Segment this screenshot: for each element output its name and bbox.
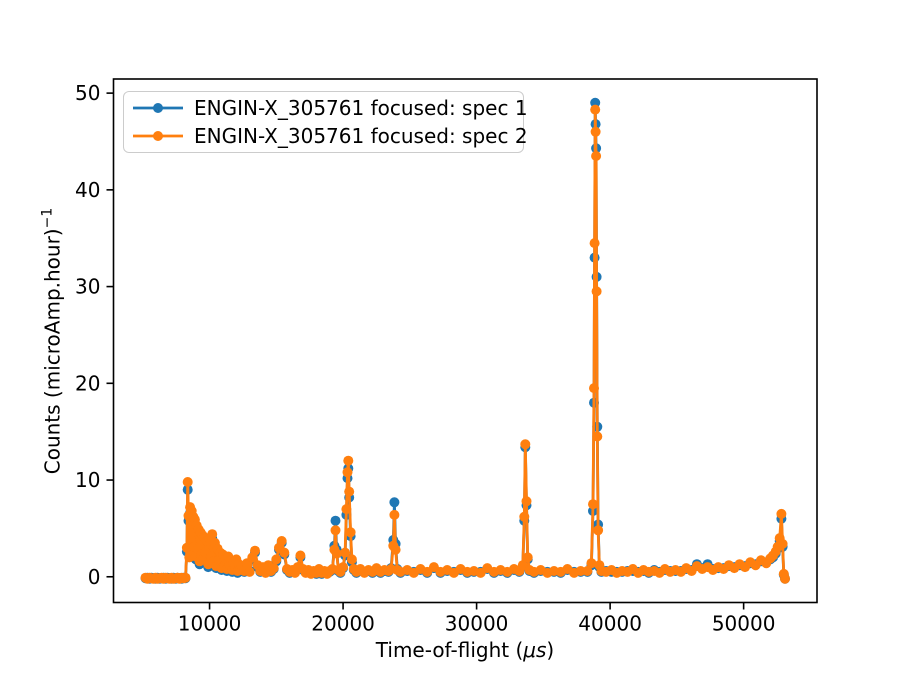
y-axis-label-text: Counts (microAmp.hour) bbox=[40, 228, 65, 475]
data-point-marker bbox=[276, 536, 287, 546]
data-point-marker bbox=[344, 486, 355, 497]
data-point-marker bbox=[346, 554, 357, 565]
data-point-marker bbox=[588, 499, 598, 510]
data-point-marker bbox=[590, 104, 601, 115]
y-tick-label: 0 bbox=[88, 565, 101, 589]
x-axis-label-mu: μs bbox=[523, 638, 547, 662]
data-point-marker bbox=[780, 573, 790, 584]
x-tick-label: 40000 bbox=[578, 612, 642, 636]
data-point-marker bbox=[582, 566, 593, 576]
x-tick-label: 30000 bbox=[445, 612, 509, 636]
x-axis-label-text: Time-of-flight ( bbox=[375, 638, 524, 662]
data-point-marker bbox=[390, 544, 401, 555]
data-point-marker bbox=[295, 550, 306, 561]
legend-line-marker-icon bbox=[133, 103, 183, 113]
data-point-marker bbox=[250, 545, 260, 556]
x-tick-label: 20000 bbox=[311, 612, 375, 636]
data-point-marker bbox=[593, 525, 604, 536]
data-point-marker bbox=[341, 504, 352, 515]
data-point-marker bbox=[271, 554, 282, 565]
series-line bbox=[145, 101, 787, 581]
data-point-marker bbox=[776, 508, 787, 519]
data-point-marker bbox=[244, 566, 255, 577]
legend-entry-spec-2: ENGIN-X_305761 focused: spec 2 bbox=[132, 122, 528, 150]
x-axis-label-suffix: ) bbox=[546, 638, 555, 662]
y-axis-label-exponent: −1 bbox=[39, 207, 56, 229]
data-point-marker bbox=[279, 547, 290, 558]
data-point-marker bbox=[331, 548, 342, 559]
data-point-marker bbox=[522, 552, 533, 563]
data-point-marker bbox=[268, 563, 279, 574]
x-tick-label: 10000 bbox=[178, 612, 242, 636]
data-point-marker bbox=[207, 529, 218, 540]
data-point-marker bbox=[389, 509, 400, 520]
y-tick-label: 50 bbox=[75, 81, 100, 105]
data-point-marker bbox=[590, 126, 601, 137]
legend-label-spec-1: ENGIN-X_305761 focused: spec 1 bbox=[194, 96, 528, 120]
data-point-marker bbox=[343, 455, 354, 466]
x-axis-label: Time-of-flight (μs) bbox=[113, 638, 817, 662]
data-point-marker bbox=[777, 538, 788, 549]
data-point-marker bbox=[589, 383, 599, 394]
legend-label-spec-2: ENGIN-X_305761 focused: spec 2 bbox=[194, 124, 528, 148]
series-line bbox=[144, 108, 787, 581]
y-tick-label: 10 bbox=[75, 468, 100, 492]
data-point-marker bbox=[592, 431, 603, 442]
legend-entry-spec-1: ENGIN-X_305761 focused: spec 1 bbox=[132, 94, 528, 122]
y-tick-label: 30 bbox=[75, 275, 100, 299]
plot-frame bbox=[112, 78, 818, 604]
data-point-marker bbox=[521, 496, 532, 507]
data-point-marker bbox=[589, 238, 600, 249]
legend-line-marker-icon bbox=[133, 131, 183, 141]
x-tick-label: 50000 bbox=[712, 612, 776, 636]
data-point-marker bbox=[389, 497, 400, 508]
series-spec-2 bbox=[140, 104, 790, 584]
data-point-marker bbox=[520, 439, 531, 450]
data-point-marker bbox=[586, 558, 597, 569]
data-point-marker bbox=[338, 562, 349, 573]
y-axis-label: Counts (microAmp.hour)−1 bbox=[40, 208, 65, 475]
data-point-marker bbox=[591, 286, 602, 297]
data-point-marker bbox=[519, 511, 530, 522]
data-point-marker bbox=[182, 477, 193, 487]
data-point-marker bbox=[345, 527, 356, 538]
data-point-marker bbox=[340, 547, 351, 558]
series-spec-1 bbox=[140, 97, 790, 584]
data-point-marker bbox=[342, 467, 353, 478]
data-point-marker bbox=[180, 572, 191, 583]
data-point-marker bbox=[330, 515, 341, 526]
legend: ENGIN-X_305761 focused: spec 1 ENGIN-X_3… bbox=[123, 91, 528, 153]
data-point-marker bbox=[330, 525, 341, 536]
y-tick-label: 20 bbox=[75, 371, 100, 395]
y-tick-label: 40 bbox=[75, 178, 100, 202]
data-point-marker bbox=[591, 151, 602, 161]
